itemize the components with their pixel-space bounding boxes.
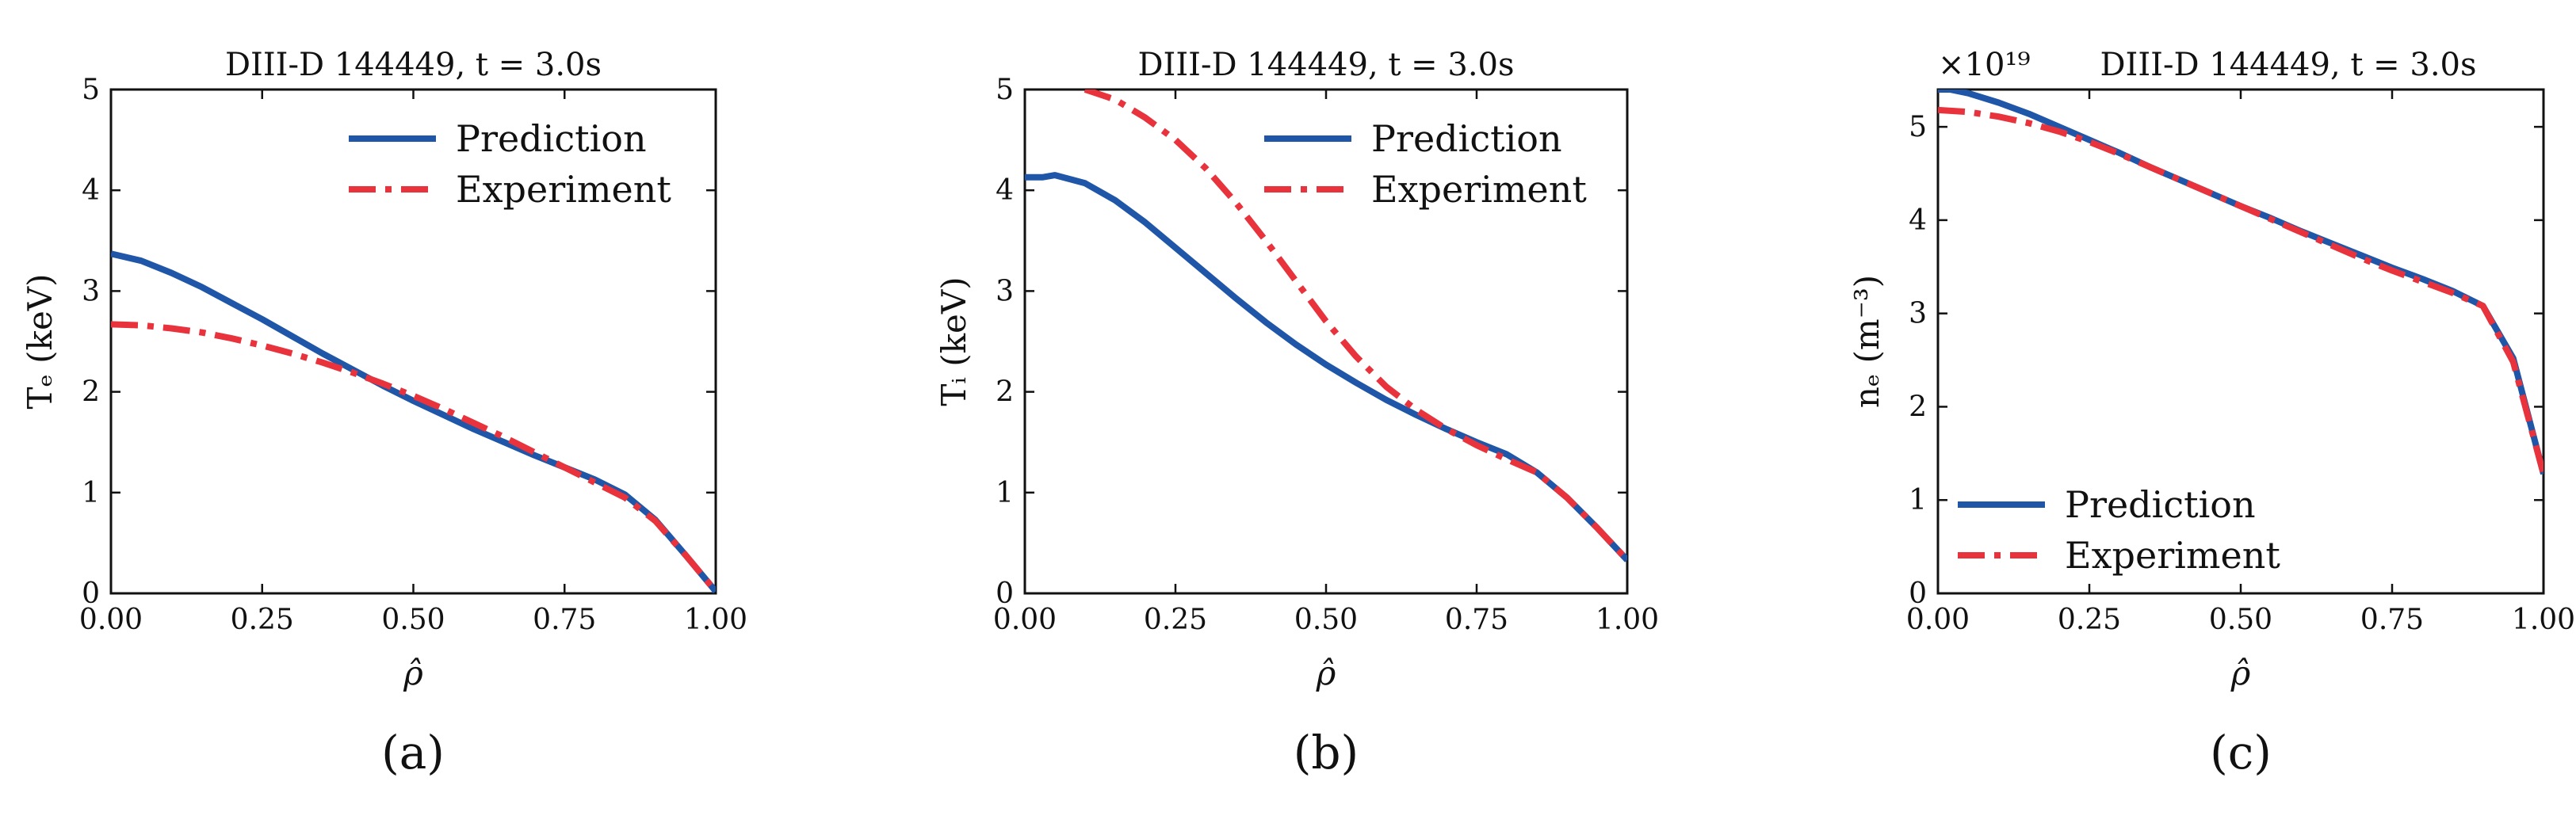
- y-tick-label: 5: [996, 74, 1014, 106]
- y-tick-label: 2: [1909, 391, 1927, 423]
- y-tick-label: 2: [996, 376, 1014, 409]
- chart-title: DIII-D 144449, t = 3.0s: [2100, 47, 2476, 83]
- y-axis-label: nₑ (m⁻³): [1848, 275, 1886, 408]
- series-line-experiment: [1084, 90, 1627, 562]
- series-line-prediction: [1025, 172, 1627, 562]
- legend-label-experiment: Experiment: [2065, 534, 2280, 577]
- legend-label-prediction: Prediction: [2065, 483, 2256, 526]
- y-tick-label: 0: [82, 578, 100, 610]
- y-tick-label: 4: [996, 174, 1014, 207]
- y-tick-label: 2: [82, 376, 100, 409]
- y-tick-label: 0: [996, 578, 1014, 610]
- y-tick-label: 1: [82, 477, 100, 509]
- series-line-prediction: [111, 250, 716, 593]
- panel-caption: (c): [2210, 726, 2272, 780]
- y-tick-label: 4: [1909, 204, 1927, 237]
- y-tick-label: 5: [1909, 111, 1927, 143]
- x-tick-label: 0.75: [1445, 604, 1508, 636]
- series-line-experiment: [111, 321, 716, 593]
- legend-label-experiment: Experiment: [456, 168, 671, 211]
- x-tick-label: 0.00: [993, 604, 1057, 636]
- legend-label-prediction: Prediction: [1371, 117, 1562, 160]
- x-tick-label: 0.25: [1144, 604, 1207, 636]
- legend: Prediction Experiment: [349, 117, 671, 211]
- y-tick-label: 0: [1909, 578, 1927, 610]
- x-axis-label: ρ̂: [1316, 654, 1336, 692]
- chart-panel-a: 0.00 0.25 0.50 0.75 1.00 0 1 2 3 4 5 DIII-D 144449,…: [21, 47, 747, 780]
- y-tick-label: 3: [1909, 298, 1927, 330]
- plot-frame: [109, 88, 717, 595]
- x-axis-label: ρ̂: [2230, 654, 2251, 692]
- x-tick-label: 1.00: [1596, 604, 1659, 636]
- series-line-prediction: [1938, 90, 2544, 475]
- y-tick-label: 3: [996, 275, 1014, 307]
- x-tick-label: 0.25: [231, 604, 294, 636]
- x-tick-label: 1.00: [684, 604, 747, 636]
- y-tick-label: 4: [82, 174, 100, 207]
- chart-panel-b: 0.00 0.25 0.50 0.75 1.00 0 1 2 3 4 5 DIII-D 144449,…: [934, 47, 1659, 780]
- x-tick-label: 0.50: [1294, 604, 1358, 636]
- axis-multiplier-label: ×10¹⁹: [1938, 47, 2030, 83]
- legend-label-experiment: Experiment: [1371, 168, 1587, 211]
- y-tick-label: 1: [996, 477, 1014, 509]
- x-tick-label: 0.00: [1906, 604, 1970, 636]
- x-tick-label: 0.75: [2360, 604, 2424, 636]
- x-tick-label: 0.50: [381, 604, 445, 636]
- chart-title: DIII-D 144449, t = 3.0s: [225, 47, 602, 83]
- y-tick-label: 3: [82, 275, 100, 307]
- series-line-experiment: [1938, 106, 2544, 475]
- x-axis-label: ρ̂: [403, 654, 423, 692]
- panel-caption: (a): [381, 726, 445, 780]
- chart-panel-c: 0.00 0.25 0.50 0.75 1.00 0 1 2 3 4 5 DIII-D 144449,…: [1848, 47, 2575, 780]
- x-tick-label: 0.50: [2209, 604, 2272, 636]
- y-tick-label: 5: [82, 74, 100, 106]
- y-axis-label: Tₑ (keV): [21, 273, 59, 409]
- x-tick-label: 0.25: [2058, 604, 2121, 636]
- x-tick-label: 1.00: [2512, 604, 2575, 636]
- legend-label-prediction: Prediction: [456, 117, 647, 160]
- chart-title: DIII-D 144449, t = 3.0s: [1137, 47, 1514, 83]
- y-tick-label: 1: [1909, 484, 1927, 517]
- panel-caption: (b): [1294, 726, 1359, 780]
- x-tick-label: 0.00: [79, 604, 143, 636]
- legend: Prediction Experiment: [1958, 483, 2280, 577]
- y-axis-label: Tᵢ (keV): [934, 276, 973, 406]
- plot-frame: [1023, 88, 1629, 595]
- legend: Prediction Experiment: [1264, 117, 1587, 211]
- x-tick-label: 0.75: [533, 604, 596, 636]
